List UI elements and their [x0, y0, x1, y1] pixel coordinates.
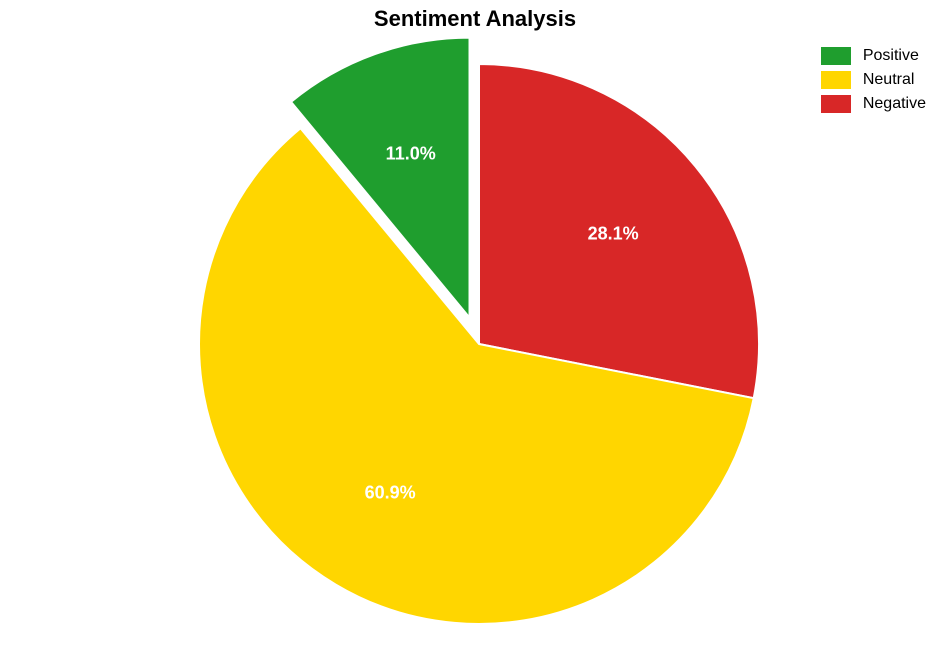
legend-item-negative: Negative — [821, 92, 926, 116]
pie-svg — [0, 0, 950, 662]
legend-label-neutral: Neutral — [863, 71, 915, 89]
legend: Positive Neutral Negative — [821, 44, 926, 116]
legend-label-negative: Negative — [863, 95, 926, 113]
slice-label-positive: 11.0% — [386, 144, 436, 165]
legend-swatch-positive — [821, 47, 851, 65]
legend-label-positive: Positive — [863, 47, 919, 65]
legend-item-positive: Positive — [821, 44, 926, 68]
legend-item-neutral: Neutral — [821, 68, 926, 92]
sentiment-pie-chart: Sentiment Analysis 28.1%60.9%11.0% Posit… — [0, 0, 950, 662]
slice-label-negative: 28.1% — [588, 223, 639, 244]
slice-label-neutral: 60.9% — [365, 483, 416, 504]
legend-swatch-negative — [821, 95, 851, 113]
legend-swatch-neutral — [821, 71, 851, 89]
